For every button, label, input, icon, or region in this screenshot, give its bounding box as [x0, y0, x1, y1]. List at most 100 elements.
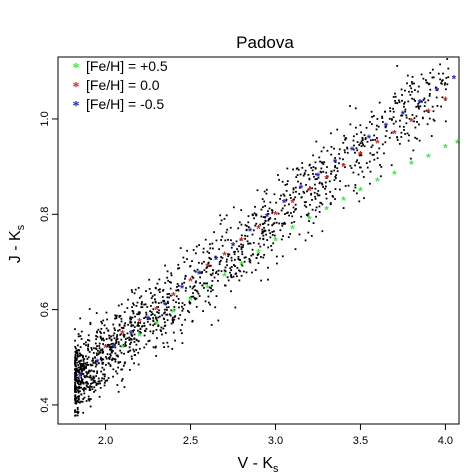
star-point	[80, 400, 82, 403]
star-point	[411, 82, 414, 85]
star-point	[158, 291, 161, 293]
star-point	[106, 379, 109, 382]
star-point	[131, 291, 134, 293]
star-point	[137, 313, 140, 316]
star-point	[133, 350, 136, 353]
y-tick-label: 0.8	[39, 207, 51, 222]
star-point	[92, 379, 95, 382]
star-point	[177, 288, 179, 291]
star-point	[431, 105, 434, 108]
star-point	[346, 147, 349, 150]
star-point	[87, 334, 90, 337]
star-point	[74, 351, 77, 353]
star-point	[352, 139, 355, 142]
star-point	[115, 370, 117, 373]
star-point	[361, 170, 364, 173]
star-point	[82, 359, 85, 361]
star-point	[155, 355, 158, 357]
star-point	[417, 85, 420, 88]
star-point	[264, 220, 267, 222]
star-point	[371, 144, 374, 147]
star-point	[186, 258, 188, 260]
star-point	[74, 339, 76, 342]
star-point	[245, 225, 248, 227]
star-point	[79, 362, 81, 365]
series-point: *	[273, 236, 278, 248]
star-point	[130, 321, 133, 324]
star-point	[95, 354, 98, 357]
star-point	[177, 263, 180, 266]
series-point: *	[214, 255, 219, 267]
star-point	[226, 276, 229, 279]
series-point: *	[358, 185, 363, 197]
star-point	[140, 306, 143, 309]
star-point	[82, 360, 85, 363]
star-point	[95, 335, 97, 337]
star-point	[166, 313, 169, 316]
star-point	[164, 264, 166, 267]
star-point	[429, 88, 432, 91]
star-point	[95, 338, 98, 341]
star-point	[444, 88, 447, 91]
star-point	[260, 208, 263, 211]
star-point	[76, 395, 79, 398]
series-point: *	[333, 157, 338, 169]
star-point	[210, 290, 212, 293]
star-point	[177, 317, 180, 320]
star-point	[145, 327, 148, 330]
star-point	[230, 265, 233, 268]
star-point	[301, 166, 304, 169]
star-point	[90, 376, 92, 379]
star-point	[394, 95, 397, 98]
star-point	[130, 289, 133, 291]
star-point	[354, 151, 356, 154]
star-point	[80, 337, 83, 340]
star-point	[76, 357, 78, 360]
star-point	[197, 261, 200, 264]
star-point	[115, 317, 118, 320]
star-point	[336, 128, 339, 131]
star-point	[99, 330, 101, 333]
star-point	[292, 168, 294, 171]
star-point	[360, 154, 363, 156]
star-point	[300, 215, 303, 218]
star-point	[202, 251, 205, 254]
star-point	[129, 316, 132, 319]
star-point	[440, 82, 443, 85]
star-point	[126, 337, 129, 340]
star-point	[217, 273, 220, 276]
star-point	[101, 337, 104, 340]
plot-frame	[57, 56, 460, 425]
star-point	[246, 235, 249, 238]
star-point	[368, 160, 371, 163]
star-point	[220, 270, 223, 273]
star-point	[281, 224, 284, 227]
star-point	[115, 354, 118, 357]
star-point	[143, 303, 146, 306]
star-point	[78, 385, 81, 388]
star-point	[83, 375, 86, 377]
star-point	[236, 266, 239, 269]
series-point: *	[120, 328, 125, 340]
star-point	[154, 322, 157, 325]
series-point: *	[197, 269, 202, 281]
star-point	[271, 224, 274, 227]
star-point	[326, 149, 329, 152]
star-point	[209, 303, 211, 306]
star-point	[93, 370, 96, 373]
star-point	[292, 210, 295, 213]
star-point	[354, 184, 357, 186]
star-point	[115, 339, 118, 342]
star-point	[232, 275, 235, 278]
star-point	[217, 279, 219, 282]
star-point	[132, 303, 135, 306]
star-point	[199, 282, 202, 284]
star-point	[121, 368, 124, 371]
star-point	[221, 235, 224, 238]
star-point	[181, 342, 184, 344]
star-point	[312, 173, 314, 175]
star-point	[77, 391, 80, 394]
star-point	[124, 342, 127, 345]
star-point	[220, 219, 223, 222]
